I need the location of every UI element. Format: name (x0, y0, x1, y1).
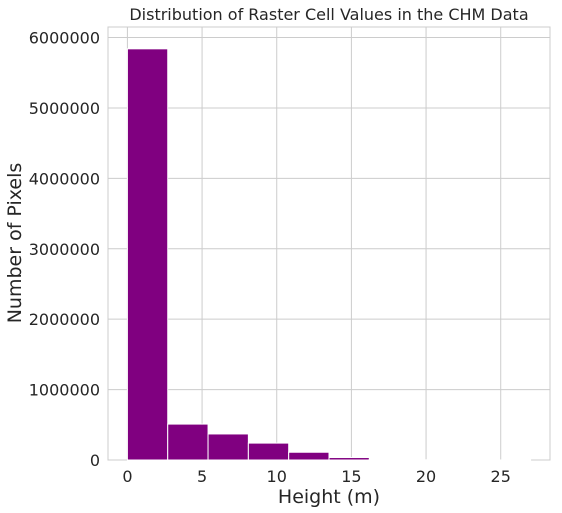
x-tick-label: 25 (491, 467, 511, 486)
histogram-bar (368, 458, 411, 461)
histogram-bar (247, 442, 290, 461)
y-tick-label: 2000000 (29, 310, 100, 329)
plot-background (107, 26, 551, 461)
y-tick-label: 6000000 (29, 29, 100, 48)
y-tick-label: 1000000 (29, 381, 100, 400)
y-axis-label: Number of Pixels (4, 163, 26, 324)
grid-lines (108, 27, 550, 461)
y-tick-label: 5000000 (29, 99, 100, 118)
x-axis-label: Height (m) (278, 486, 380, 508)
bars (126, 48, 532, 461)
y-tick-label: 4000000 (29, 169, 100, 188)
y-tick-label: 3000000 (29, 240, 100, 259)
histogram-bar (126, 48, 169, 461)
x-tick-label: 0 (122, 467, 132, 486)
y-tick-labels: 0 1000000 2000000 3000000 4000000 5000000 6000… (29, 29, 100, 470)
x-tick-label: 20 (416, 467, 436, 486)
chart-title: Distribution of Raster Cell Values in th… (129, 5, 528, 24)
y-tick-label: 0 (90, 451, 100, 470)
x-tick-label: 10 (267, 467, 287, 486)
histogram-bar (167, 423, 209, 461)
x-tick-label: 5 (197, 467, 207, 486)
histogram-bar (328, 457, 370, 461)
histogram-bar (207, 433, 249, 461)
histogram-bar (288, 451, 330, 461)
x-tick-label: 15 (341, 467, 361, 486)
x-tick-labels: 0 5 10 15 20 25 (122, 467, 511, 486)
